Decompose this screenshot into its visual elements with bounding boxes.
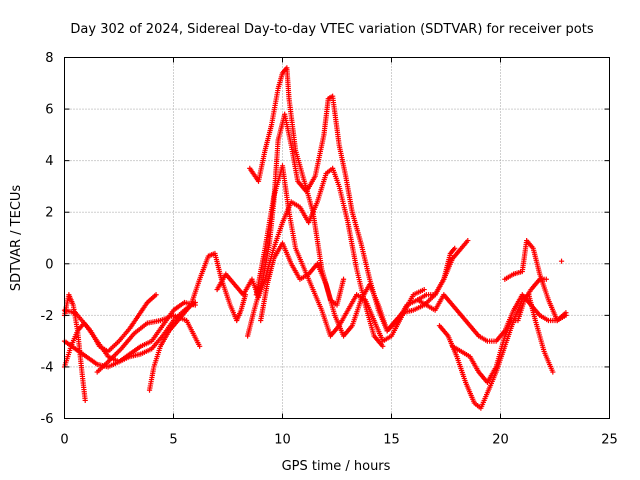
x-tick-label: 25 bbox=[601, 433, 618, 448]
data-point bbox=[558, 258, 565, 264]
y-tick-label: 6 bbox=[45, 103, 53, 118]
y-tick-label: 8 bbox=[45, 51, 53, 66]
data-point bbox=[153, 292, 159, 298]
series-track-l bbox=[388, 245, 458, 329]
plot-frame bbox=[64, 57, 610, 419]
y-tick-label: 0 bbox=[45, 257, 53, 272]
x-axis-label: GPS time / hours bbox=[282, 459, 391, 474]
x-tick-label: 20 bbox=[492, 433, 509, 448]
x-tick-label: 5 bbox=[169, 433, 177, 448]
series-track-q bbox=[558, 258, 565, 264]
series-track-f bbox=[146, 250, 249, 393]
y-axis-label: SDTVAR / TECUs bbox=[9, 185, 24, 292]
data-point bbox=[550, 369, 556, 375]
data-point bbox=[452, 245, 458, 251]
y-tick-label: 2 bbox=[45, 206, 53, 221]
data-point bbox=[543, 276, 549, 282]
data-point bbox=[421, 286, 427, 293]
series-track-g bbox=[214, 165, 386, 349]
series-track-k bbox=[253, 163, 427, 344]
x-tick-label: 15 bbox=[383, 433, 400, 448]
data-point bbox=[82, 397, 88, 404]
y-tick-label: -6 bbox=[41, 412, 54, 427]
x-axis-ticks: 0 5 10 15 20 25 bbox=[60, 57, 618, 448]
data-point bbox=[380, 343, 386, 349]
x-tick-label: 10 bbox=[274, 433, 291, 448]
y-tick-label: 4 bbox=[45, 154, 53, 169]
chart-title: Day 302 of 2024, Sidereal Day-to-day VTE… bbox=[70, 22, 593, 37]
data-point bbox=[465, 237, 471, 244]
data-point bbox=[563, 312, 569, 318]
series-track-b bbox=[61, 292, 88, 404]
data-points bbox=[61, 65, 569, 411]
x-tick-label: 0 bbox=[60, 433, 68, 448]
series-track-p bbox=[502, 237, 569, 324]
data-point bbox=[197, 343, 203, 349]
series-track-m bbox=[415, 292, 569, 344]
data-point bbox=[340, 276, 347, 282]
y-tick-label: -4 bbox=[41, 360, 54, 375]
series-track-o bbox=[449, 276, 549, 385]
y-axis-ticks: -6 -4 -2 0 2 4 6 8 bbox=[41, 51, 610, 427]
y-tick-label: -2 bbox=[41, 309, 54, 324]
